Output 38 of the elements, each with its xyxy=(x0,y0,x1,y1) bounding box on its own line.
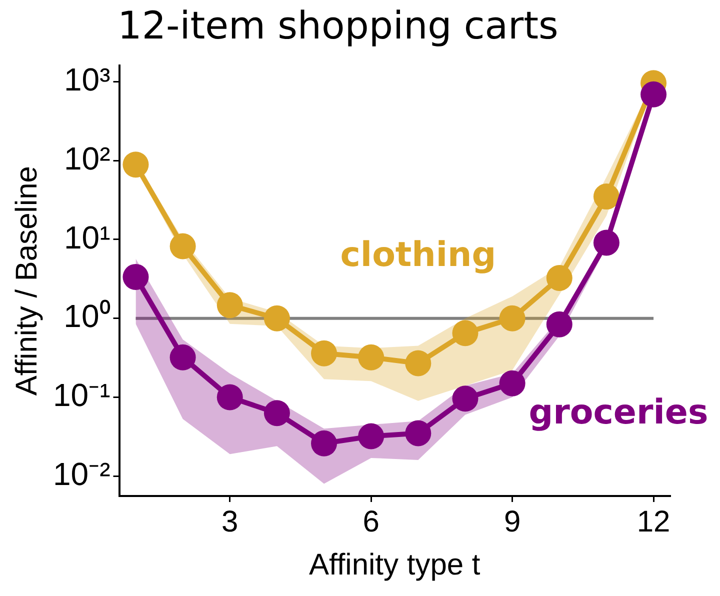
x-tick-label: 6 xyxy=(362,505,380,538)
point xyxy=(264,305,290,332)
point xyxy=(170,344,196,370)
point xyxy=(311,340,338,366)
point xyxy=(452,320,478,346)
y-tick-label: 10¹ xyxy=(64,219,110,256)
point xyxy=(122,264,149,290)
point xyxy=(405,350,432,376)
y-tick-label: 10⁻¹ xyxy=(53,377,110,414)
series-label: clothing xyxy=(340,234,496,275)
point xyxy=(593,230,620,256)
point xyxy=(546,264,572,291)
x-tick-label: 3 xyxy=(222,505,238,538)
point xyxy=(216,384,243,410)
point xyxy=(216,292,243,318)
point xyxy=(170,233,196,260)
point xyxy=(546,311,572,338)
point xyxy=(452,386,478,412)
x-axis-title: Affinity type t xyxy=(309,548,481,582)
x-tick-label: 12 xyxy=(636,505,670,538)
point xyxy=(264,400,290,426)
point xyxy=(499,305,526,332)
point xyxy=(122,152,149,178)
x-tick-label: 9 xyxy=(504,505,521,538)
point xyxy=(405,420,432,446)
point xyxy=(593,184,620,210)
point xyxy=(358,423,384,450)
point xyxy=(640,81,667,108)
y-tick-label: 10⁰ xyxy=(64,298,110,334)
y-tick-label: 10⁻² xyxy=(53,456,111,492)
chart-title: 12-item shopping carts xyxy=(118,4,558,48)
point xyxy=(311,430,338,456)
point xyxy=(499,370,526,396)
point xyxy=(358,344,384,370)
y-tick-label: 10² xyxy=(64,140,111,176)
y-tick-label: 10³ xyxy=(64,62,111,98)
y-axis-title: Affinity / Baseline xyxy=(10,166,44,396)
series-label: groceries xyxy=(528,392,708,433)
